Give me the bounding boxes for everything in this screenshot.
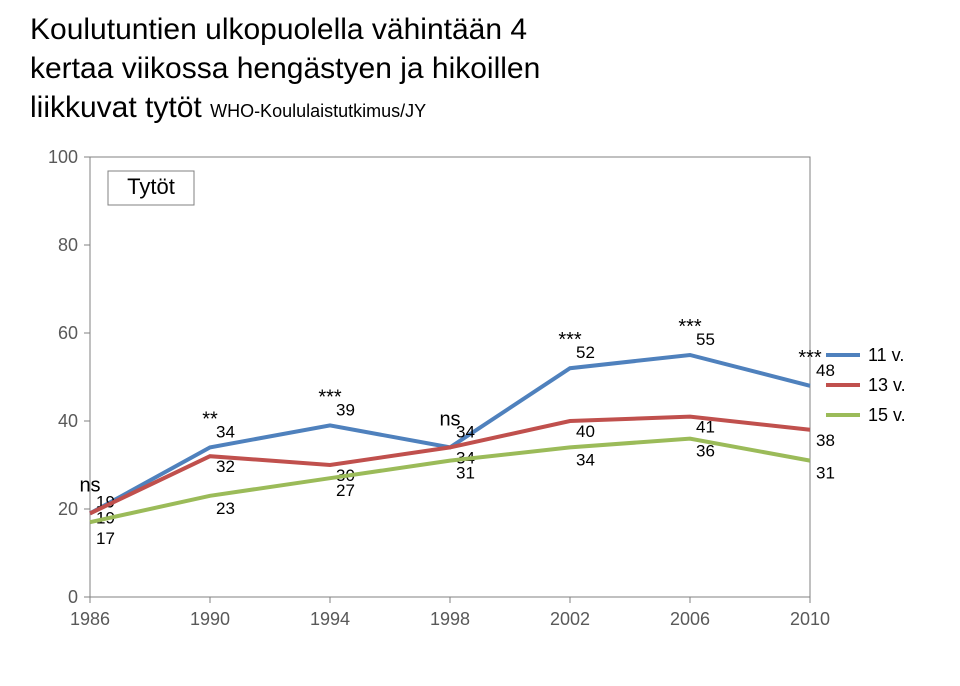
data-label: 38 (816, 431, 835, 450)
svg-text:100: 100 (48, 147, 78, 167)
chart-title: Koulutuntien ulkopuolella vähintään 4 ke… (0, 0, 960, 127)
significance-annotation: *** (678, 316, 702, 338)
svg-text:80: 80 (58, 235, 78, 255)
chart-area: 0 20 40 60 80 100 1986 1990 1994 1998 2002 2006 2010… (30, 147, 930, 647)
data-label: 31 (456, 464, 475, 483)
svg-text:2010: 2010 (790, 609, 830, 629)
significance-annotation: ns (79, 474, 100, 496)
significance-annotation: *** (318, 386, 342, 408)
data-label: 34 (576, 450, 595, 469)
svg-text:1998: 1998 (430, 609, 470, 629)
title-line1: Koulutuntien ulkopuolella vähintään 4 (30, 13, 527, 46)
data-label: 40 (576, 422, 595, 441)
series-group-label: Tytöt (127, 174, 175, 199)
data-label: 36 (696, 442, 715, 461)
svg-text:20: 20 (58, 499, 78, 519)
data-label: 27 (336, 481, 355, 500)
significance-annotation: *** (558, 329, 582, 351)
title-line3: liikkuvat tytöt (30, 91, 202, 124)
data-label: 34 (216, 422, 235, 441)
svg-text:1990: 1990 (190, 609, 230, 629)
svg-text:40: 40 (58, 411, 78, 431)
svg-text:0: 0 (68, 587, 78, 607)
data-label: 32 (216, 457, 235, 476)
data-label: 41 (696, 418, 715, 437)
svg-text:1994: 1994 (310, 609, 350, 629)
significance-annotation: *** (798, 347, 822, 369)
line-chart: 0 20 40 60 80 100 1986 1990 1994 1998 2002 2006 2010… (30, 147, 930, 647)
data-label: 17 (96, 529, 115, 548)
data-label: 23 (216, 499, 235, 518)
svg-text:2006: 2006 (670, 609, 710, 629)
legend-label: 15 v. (868, 405, 906, 425)
svg-text:2002: 2002 (550, 609, 590, 629)
significance-annotation: ** (202, 408, 218, 430)
title-line2: kertaa viikossa hengästyen ja hikoillen (30, 52, 540, 85)
data-label: 31 (816, 464, 835, 483)
svg-text:60: 60 (58, 323, 78, 343)
svg-text:1986: 1986 (70, 609, 110, 629)
significance-annotation: ns (439, 408, 460, 430)
chart-subtitle: WHO-Koululaistutkimus/JY (210, 101, 426, 121)
legend-label: 13 v. (868, 375, 906, 395)
legend-label: 11 v. (868, 345, 904, 365)
